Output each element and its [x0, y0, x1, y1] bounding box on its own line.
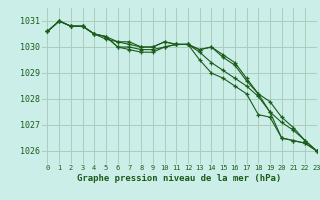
X-axis label: Graphe pression niveau de la mer (hPa): Graphe pression niveau de la mer (hPa) — [77, 174, 281, 183]
